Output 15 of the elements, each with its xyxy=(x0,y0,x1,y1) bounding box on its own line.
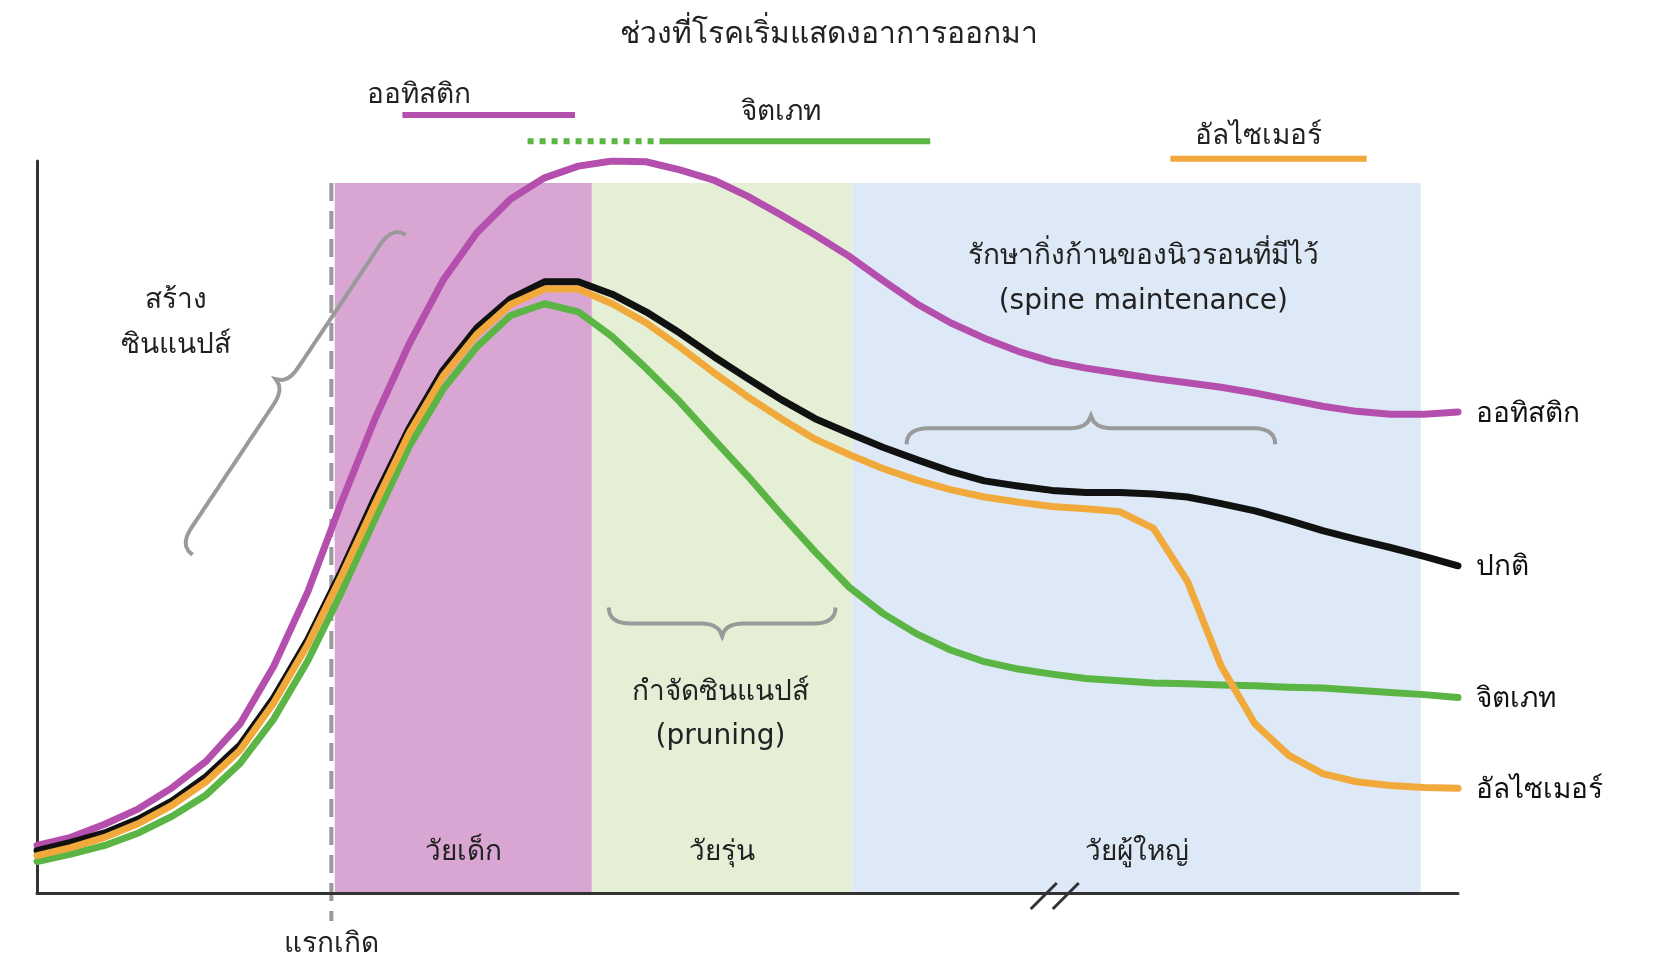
annotation: วัยเด็ก xyxy=(424,832,502,869)
annotation: กำจัดซินแนปส์ (pruning) xyxy=(631,672,809,754)
text: อัลไซเมอร์ xyxy=(1194,117,1322,153)
annotation: รักษากิ่งก้านของนิวรอนที่มีไว้ (spine maintenance) xyxy=(967,234,1319,319)
annotation: วัยรุ่น xyxy=(689,832,756,870)
text: จิตเภท xyxy=(741,92,822,129)
series-label: จิตเภท xyxy=(1476,681,1556,715)
series-label: ออทิสติก xyxy=(1476,395,1580,429)
chart-title: ช่วงที่โรคเริ่มแสดงอาการออกมา xyxy=(620,11,1038,50)
text: ออทิสติก xyxy=(367,75,472,112)
series-label: อัลไซเมอร์ xyxy=(1476,771,1603,805)
annotation: สร้าง ซินแนปส์ xyxy=(120,281,231,363)
annotation: วัยผู้ใหญ่ xyxy=(1084,832,1189,870)
text: แรกเกิด xyxy=(283,924,379,961)
series-label: ปกติ xyxy=(1476,549,1529,583)
